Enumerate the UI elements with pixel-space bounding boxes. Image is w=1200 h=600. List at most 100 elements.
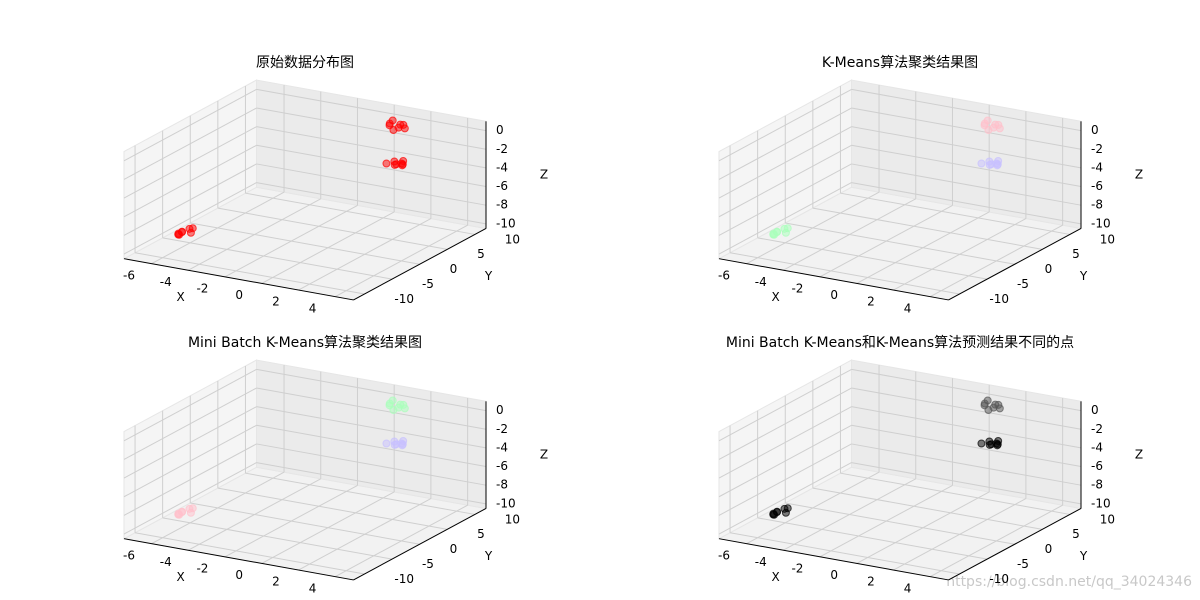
- x-tick-label: 0: [235, 288, 243, 302]
- z-tick-label: -10: [1091, 216, 1111, 230]
- grid-line: [718, 424, 852, 498]
- point: [993, 161, 1002, 170]
- x-tick-label: -6: [718, 548, 730, 562]
- grid-line: [123, 88, 257, 162]
- grid-line: [245, 472, 476, 515]
- z-tick-label: 0: [1091, 123, 1099, 137]
- grid-line: [134, 532, 365, 575]
- y-tick-label: 5: [1072, 247, 1080, 261]
- x-tick-label: 2: [867, 575, 875, 589]
- grid-line: [718, 368, 852, 442]
- y-tick-label: -5: [422, 277, 434, 291]
- y-tick-label: 5: [477, 527, 485, 541]
- grid-line: [123, 107, 257, 180]
- grid-line: [851, 126, 1082, 169]
- x-tick-label: -2: [791, 561, 803, 575]
- y-tick-label: -5: [1017, 557, 1029, 571]
- x-tick-label: -4: [755, 555, 767, 569]
- z-tick-label: -4: [1091, 160, 1103, 174]
- point: [390, 157, 399, 166]
- grid-line: [851, 368, 1082, 412]
- z-tick-label: -6: [496, 459, 508, 473]
- point: [985, 157, 994, 166]
- x-tick-label: 2: [272, 295, 280, 309]
- point: [394, 403, 403, 412]
- x-axis-title: X: [772, 290, 780, 304]
- z-tick-label: -6: [1091, 179, 1103, 193]
- grid-line: [256, 387, 487, 430]
- z-tick-label: -2: [496, 422, 508, 436]
- grid-line: [718, 126, 852, 199]
- point: [382, 439, 391, 448]
- grid-line: [256, 163, 487, 206]
- subplot: -6 -4 -2 0 2 4 -10 -5 0 5 10 0 -2 -4 -6 -8 -10 X Y Z Mini Ba…: [717, 335, 1143, 595]
- point: [989, 123, 998, 132]
- grid-line: [851, 144, 1082, 188]
- grid-line: [256, 126, 487, 169]
- grid-line: [256, 368, 487, 412]
- z-tick-label: -10: [1091, 496, 1111, 510]
- grid-line: [123, 462, 257, 535]
- x-axis-title: X: [772, 570, 780, 584]
- y-tick-label: -10: [394, 292, 414, 306]
- x-tick-label: 0: [830, 288, 838, 302]
- point: [772, 508, 781, 517]
- point: [977, 159, 986, 168]
- point: [177, 228, 186, 237]
- z-tick-label: 0: [1091, 403, 1099, 417]
- chart-title: Mini Batch K-Means和K-Means算法预测结果不同的点: [726, 335, 1074, 351]
- y-tick-label: 10: [505, 232, 520, 246]
- watermark: https://blog.csdn.net/qq_34024346: [946, 574, 1192, 590]
- y-tick-label: -5: [1017, 277, 1029, 291]
- grid-line: [123, 443, 257, 516]
- y-axis-line: [353, 228, 487, 301]
- grid-line: [757, 517, 988, 560]
- y-tick-label: -10: [394, 572, 414, 586]
- y-axis-title: Y: [484, 269, 493, 283]
- point: [977, 439, 986, 448]
- z-axis-title: Z: [1135, 447, 1143, 461]
- grid-line: [162, 237, 393, 280]
- x-axis-title: X: [177, 570, 185, 584]
- z-tick-label: -2: [1091, 422, 1103, 436]
- grid-line: [162, 517, 393, 560]
- z-tick-label: -4: [496, 440, 508, 454]
- grid-line: [718, 88, 852, 162]
- y-tick-label: -10: [989, 572, 1009, 586]
- z-tick-label: 0: [496, 123, 504, 137]
- z-axis-title: Z: [540, 447, 548, 461]
- grid-line: [729, 252, 960, 295]
- x-axis-line: [718, 538, 949, 581]
- grid-line: [245, 192, 476, 235]
- grid-line: [785, 222, 1015, 265]
- point: [388, 116, 397, 125]
- point: [993, 441, 1002, 450]
- point: [772, 228, 781, 237]
- grid-line: [851, 443, 1082, 486]
- grid-line: [256, 144, 487, 188]
- point: [390, 437, 399, 446]
- y-axis-title: Y: [1079, 269, 1088, 283]
- y-tick-label: 10: [505, 512, 520, 526]
- x-tick-label: -6: [718, 268, 730, 282]
- grid-line: [851, 107, 1082, 150]
- x-tick-label: 0: [830, 568, 838, 582]
- y-axis-title: Y: [1079, 549, 1088, 563]
- z-tick-label: -2: [496, 142, 508, 156]
- grid-line: [851, 163, 1082, 206]
- point: [185, 224, 194, 233]
- x-axis-line: [123, 538, 354, 581]
- y-tick-label: 5: [1072, 527, 1080, 541]
- grid-line: [256, 443, 487, 486]
- chart-title: Mini Batch K-Means算法聚类结果图: [188, 335, 422, 351]
- x-tick-label: 4: [309, 301, 317, 315]
- z-axis-title: Z: [540, 167, 548, 181]
- z-tick-label: -10: [496, 496, 516, 510]
- grid-line: [123, 368, 257, 442]
- z-tick-label: -4: [496, 160, 508, 174]
- grid-line: [718, 462, 852, 535]
- grid-line: [190, 502, 420, 545]
- x-axis-line: [718, 258, 949, 301]
- grid-line: [718, 443, 852, 516]
